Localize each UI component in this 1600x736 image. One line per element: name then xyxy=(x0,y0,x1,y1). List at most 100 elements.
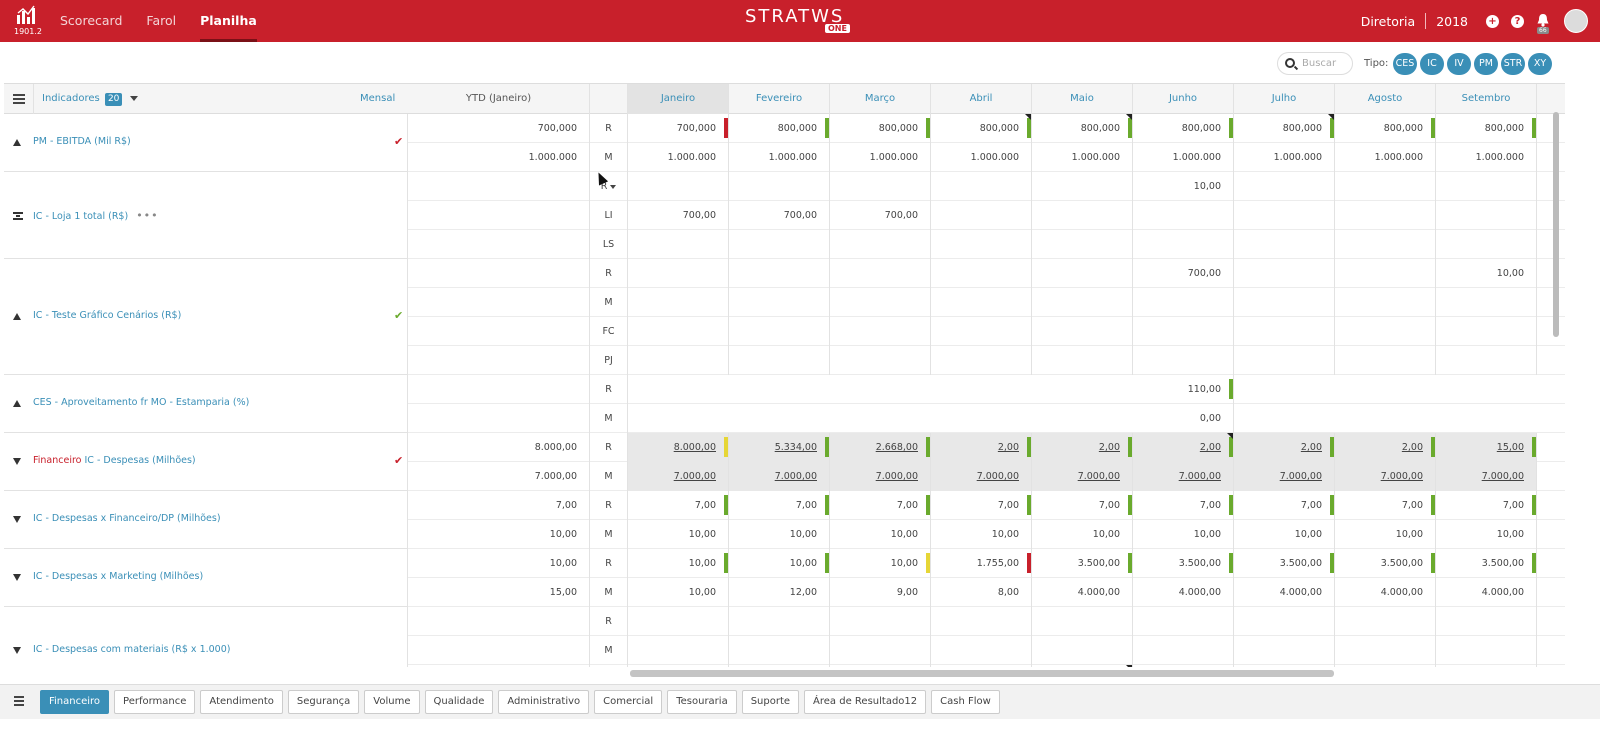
vertical-scrollbar[interactable] xyxy=(1553,112,1559,337)
month-header[interactable]: Março xyxy=(830,84,931,114)
month-value-cell[interactable] xyxy=(1335,665,1436,667)
month-value-cell[interactable] xyxy=(1335,172,1436,201)
month-header[interactable]: Junho xyxy=(1133,84,1234,114)
month-value-cell[interactable] xyxy=(729,375,830,404)
month-value-cell[interactable] xyxy=(931,404,1032,433)
month-value-cell[interactable]: 700,000 xyxy=(628,114,729,143)
month-value-cell[interactable] xyxy=(1335,375,1436,404)
indicators-dropdown[interactable]: Indicadores 20 xyxy=(42,84,138,114)
month-value-cell[interactable]: 15,00 xyxy=(1436,433,1537,462)
month-value-cell[interactable] xyxy=(729,259,830,288)
ytd-cell[interactable]: 1.000.000 xyxy=(408,143,590,172)
month-value-cell[interactable]: 800,000 xyxy=(830,114,931,143)
month-value-cell[interactable]: 2,00 xyxy=(1335,433,1436,462)
month-value-cell[interactable]: 1.000.000 xyxy=(1234,143,1335,172)
ytd-cell[interactable] xyxy=(408,607,590,636)
month-value-cell[interactable] xyxy=(1032,230,1133,259)
month-value-cell[interactable]: 9,00 xyxy=(830,578,931,607)
month-value-cell[interactable]: 1.000.000 xyxy=(729,143,830,172)
month-value-cell[interactable] xyxy=(1032,346,1133,375)
month-value-cell[interactable] xyxy=(931,230,1032,259)
month-value-cell[interactable] xyxy=(1436,636,1537,665)
month-value-cell[interactable]: 3.500,00 xyxy=(1234,549,1335,578)
month-value-cell[interactable] xyxy=(830,375,931,404)
ytd-cell[interactable]: 700,000 xyxy=(408,114,590,143)
tab-seguran-a[interactable]: Segurança xyxy=(287,690,360,714)
ytd-cell[interactable]: 10,00 xyxy=(408,520,590,549)
month-value-cell[interactable] xyxy=(628,317,729,346)
month-value-cell[interactable] xyxy=(830,317,931,346)
month-value-cell[interactable] xyxy=(1335,259,1436,288)
month-value-cell[interactable] xyxy=(1335,636,1436,665)
month-value-cell[interactable]: 2,00 xyxy=(1133,433,1234,462)
month-header[interactable]: Janeiro xyxy=(628,84,729,114)
month-value-cell[interactable] xyxy=(628,375,729,404)
month-value-cell[interactable]: 7,00 xyxy=(1436,491,1537,520)
ytd-cell[interactable] xyxy=(408,375,590,404)
month-value-cell[interactable] xyxy=(628,404,729,433)
month-value-cell[interactable] xyxy=(1032,201,1133,230)
month-value-cell[interactable] xyxy=(729,172,830,201)
month-value-cell[interactable]: 10,00 xyxy=(931,520,1032,549)
month-value-cell[interactable] xyxy=(1436,172,1537,201)
month-value-cell[interactable]: 10,00 xyxy=(628,578,729,607)
month-value-cell[interactable] xyxy=(931,172,1032,201)
month-value-cell[interactable]: 10,00 xyxy=(1436,520,1537,549)
nav-planilha[interactable]: Planilha xyxy=(200,0,257,42)
month-value-cell[interactable] xyxy=(1032,172,1133,201)
ytd-cell[interactable]: 7,00 xyxy=(408,491,590,520)
month-value-cell[interactable] xyxy=(1032,259,1133,288)
month-value-cell[interactable] xyxy=(1133,201,1234,230)
month-value-cell[interactable] xyxy=(729,607,830,636)
month-value-cell[interactable] xyxy=(1032,375,1133,404)
month-value-cell[interactable] xyxy=(931,375,1032,404)
month-value-cell[interactable] xyxy=(1234,259,1335,288)
month-value-cell[interactable]: 10,00 xyxy=(830,520,931,549)
ytd-cell[interactable]: 8.000,00 xyxy=(408,433,590,462)
indicator-name-link[interactable]: IC - Teste Gráfico Cenários (R$) xyxy=(33,310,181,321)
month-value-cell[interactable]: 0,00 xyxy=(1133,404,1234,433)
month-value-cell[interactable]: 10,00 xyxy=(628,549,729,578)
month-value-cell[interactable] xyxy=(830,346,931,375)
tipo-pm-button[interactable]: PM xyxy=(1474,53,1498,75)
month-value-cell[interactable]: 110,00 xyxy=(1133,375,1234,404)
month-value-cell[interactable] xyxy=(1133,317,1234,346)
menu-icon[interactable] xyxy=(14,696,26,706)
month-value-cell[interactable]: 8,00 xyxy=(931,578,1032,607)
comment-marker-icon[interactable] xyxy=(1126,114,1132,120)
ytd-cell[interactable] xyxy=(408,259,590,288)
month-value-cell[interactable] xyxy=(628,665,729,667)
month-value-cell[interactable] xyxy=(729,404,830,433)
month-value-cell[interactable] xyxy=(1032,607,1133,636)
month-value-cell[interactable]: 3.500,00 xyxy=(1436,549,1537,578)
month-value-cell[interactable] xyxy=(1234,201,1335,230)
menu-icon[interactable] xyxy=(4,84,34,114)
month-value-cell[interactable]: 7.000,00 xyxy=(729,462,830,491)
ytd-cell[interactable] xyxy=(408,230,590,259)
month-value-cell[interactable]: 8.000,00 xyxy=(628,433,729,462)
avatar[interactable] xyxy=(1564,9,1588,33)
month-value-cell[interactable] xyxy=(830,636,931,665)
month-value-cell[interactable]: 2,00 xyxy=(931,433,1032,462)
ytd-cell[interactable] xyxy=(408,288,590,317)
month-value-cell[interactable]: 1.000.000 xyxy=(931,143,1032,172)
org-selector[interactable]: Diretoria xyxy=(1360,13,1416,29)
ytd-cell[interactable] xyxy=(408,665,590,667)
tab-tesouraria[interactable]: Tesouraria xyxy=(667,690,737,714)
month-value-cell[interactable]: 800,000 xyxy=(931,114,1032,143)
month-header[interactable]: Julho xyxy=(1234,84,1335,114)
month-value-cell[interactable]: 5.334,00 xyxy=(729,433,830,462)
month-value-cell[interactable]: 7.000,00 xyxy=(1335,462,1436,491)
month-value-cell[interactable]: 7.000,00 xyxy=(628,462,729,491)
month-value-cell[interactable] xyxy=(1133,230,1234,259)
month-value-cell[interactable] xyxy=(1335,607,1436,636)
year-selector[interactable]: 2018 xyxy=(1436,13,1468,29)
month-value-cell[interactable] xyxy=(1234,665,1335,667)
month-value-cell[interactable] xyxy=(830,288,931,317)
plus-circle-icon[interactable]: + xyxy=(1486,14,1499,28)
indicator-name-link[interactable]: IC - Loja 1 total (R$) ••• xyxy=(33,209,159,222)
month-value-cell[interactable] xyxy=(1436,346,1537,375)
month-value-cell[interactable]: 10,00 xyxy=(1436,259,1537,288)
month-value-cell[interactable]: 700,00 xyxy=(729,201,830,230)
month-value-cell[interactable]: 10,00 xyxy=(628,520,729,549)
